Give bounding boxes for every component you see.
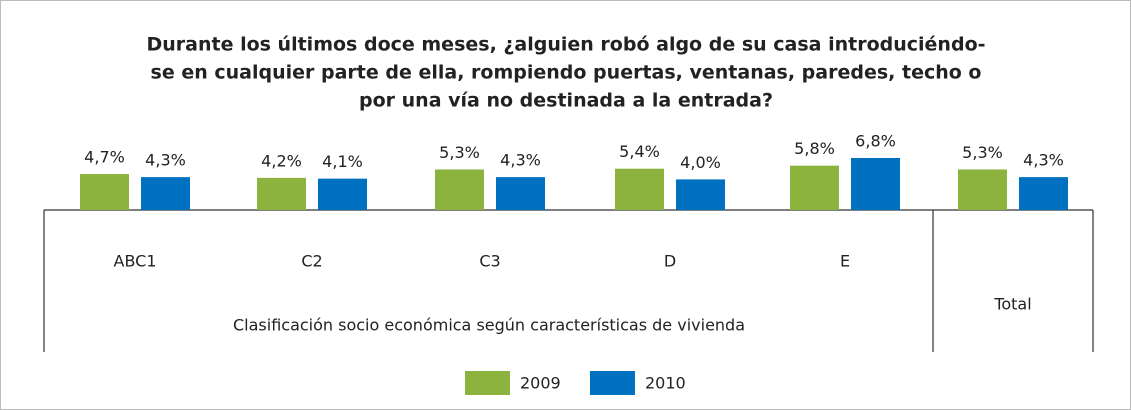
data-label: 5,4%	[619, 142, 660, 161]
x-tick-label: Total	[993, 295, 1031, 314]
bar	[318, 178, 367, 210]
bar	[1019, 177, 1068, 210]
bar	[790, 165, 839, 210]
bar	[80, 174, 129, 210]
x-tick-label: C3	[479, 252, 500, 271]
bar	[958, 169, 1007, 210]
data-label: 4,0%	[680, 153, 721, 172]
data-label: 4,3%	[1023, 151, 1064, 170]
legend-swatch	[590, 371, 635, 395]
legend-swatch	[465, 371, 510, 395]
x-tick-label: E	[840, 252, 850, 271]
bar	[141, 177, 190, 210]
data-label: 4,3%	[145, 151, 186, 170]
chart-title: por una vía no destinada a la entrada?	[359, 90, 773, 112]
data-label: 4,2%	[261, 151, 302, 170]
x-tick-label: ABC1	[114, 252, 157, 271]
data-label: 6,8%	[855, 132, 896, 151]
data-label: 4,1%	[322, 152, 363, 171]
data-label: 5,3%	[439, 143, 480, 162]
data-label: 5,3%	[962, 143, 1003, 162]
data-label: 5,8%	[794, 139, 835, 158]
chart-title: se en cualquier parte de ella, rompiendo…	[151, 62, 982, 84]
x-axis-label: Clasificación socio económica según cara…	[233, 316, 745, 335]
bar	[676, 179, 725, 210]
category-box	[43, 209, 1094, 352]
bar	[257, 177, 306, 210]
x-tick-label: D	[664, 252, 676, 271]
legend-label: 2009	[520, 374, 561, 393]
x-tick-label: C2	[301, 252, 322, 271]
chart-title: Durante los últimos doce meses, ¿alguien…	[146, 34, 985, 56]
legend-label: 2010	[645, 374, 686, 393]
bar	[851, 158, 900, 210]
bar	[615, 168, 664, 210]
bar	[496, 177, 545, 210]
data-label: 4,7%	[84, 148, 125, 167]
data-label: 4,3%	[500, 151, 541, 170]
bar	[435, 169, 484, 210]
